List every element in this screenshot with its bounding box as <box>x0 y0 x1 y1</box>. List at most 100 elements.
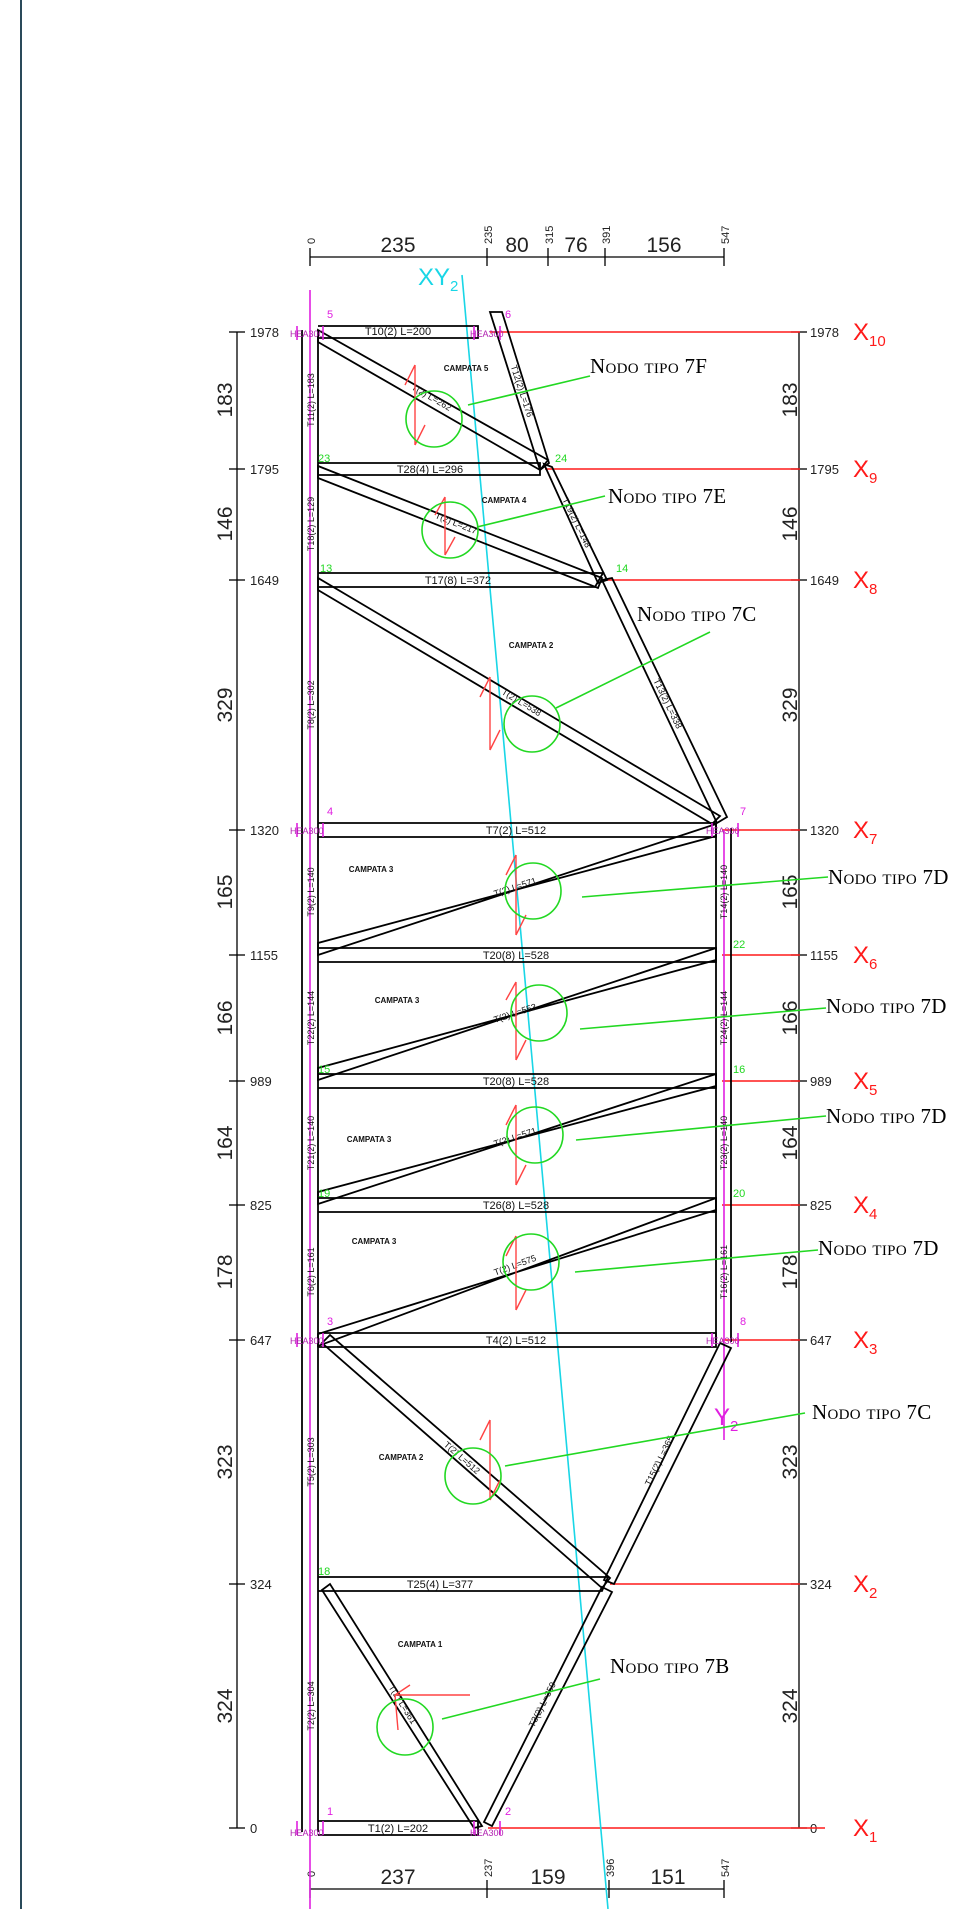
member-t9: T9(2) L=140 <box>306 867 316 916</box>
node-number-3: 3 <box>327 1316 333 1328</box>
truss-members <box>301 311 733 1836</box>
x-axis-lines <box>488 331 825 1829</box>
top-coord-1: 0 <box>306 238 318 244</box>
node-type-label-7d-1: Nodo tipo 7D <box>828 865 949 889</box>
node-circle-7c-top <box>503 695 561 753</box>
page-border <box>0 0 22 1909</box>
node-number-15: 15 <box>318 1064 330 1076</box>
right-level-1155: 1155 <box>810 948 838 963</box>
axis-label-x5: X5 <box>853 1068 877 1099</box>
node-number-14: 14 <box>616 563 628 575</box>
node-type-labels: Nodo tipo 7F Nodo tipo 7E Nodo tipo 7C N… <box>590 354 949 1678</box>
member-t15: T15(2) L=365 <box>643 1434 676 1487</box>
member-t4: T4(2) L=512 <box>486 1335 546 1347</box>
node-number-5: 5 <box>327 309 333 321</box>
member-t28: T28(4) L=296 <box>397 464 463 476</box>
member-d5: T(2) L=553 <box>492 1002 537 1025</box>
node-number-20: 20 <box>733 1188 745 1200</box>
node-type-label-7e: Nodo tipo 7E <box>608 484 726 508</box>
left-height-8: 323 <box>214 1444 237 1479</box>
campata-3-d: CAMPATA 3 <box>352 1237 397 1246</box>
support-marks <box>296 326 739 1835</box>
member-t23: T23(2) L=140 <box>719 1116 729 1170</box>
member-t8: T8(2) L=302 <box>306 680 316 729</box>
node-number-8: 8 <box>740 1316 746 1328</box>
right-dimension: 1978 1795 1649 1320 1155 989 825 647 324… <box>779 325 839 1836</box>
member-d4: T(2) L=571 <box>492 876 537 899</box>
node-type-label-7d-4: Nodo tipo 7D <box>818 1236 939 1260</box>
campata-3-c: CAMPATA 3 <box>347 1135 392 1144</box>
bottom-span-1: 237 <box>380 1866 415 1889</box>
right-level-1795: 1795 <box>810 462 839 477</box>
right-height-7: 178 <box>779 1254 802 1289</box>
axis-label-x4: X4 <box>853 1192 877 1223</box>
left-level-989: 989 <box>250 1074 272 1089</box>
left-level-1795: 1795 <box>250 462 279 477</box>
member-t14: T14(2) L=140 <box>719 865 729 919</box>
member-t25: T25(4) L=377 <box>407 1579 473 1591</box>
right-height-1: 183 <box>779 382 802 417</box>
left-level-825: 825 <box>250 1198 272 1213</box>
campata-2-bottom: CAMPATA 2 <box>379 1453 424 1462</box>
cyan-axis <box>461 274 609 1909</box>
top-span-2: 80 <box>505 234 528 257</box>
left-level-0: 0 <box>250 1821 257 1836</box>
right-height-8: 323 <box>779 1444 802 1479</box>
campata-labels: CAMPATA 5 CAMPATA 4 CAMPATA 2 CAMPATA 3 … <box>347 364 554 1649</box>
bottom-span-3: 151 <box>650 1866 685 1889</box>
member-d6: T(2) L=571 <box>492 1126 537 1149</box>
member-t10: T10(2) L=200 <box>365 326 431 338</box>
node-type-label-7c-bottom: Nodo tipo 7C <box>812 1400 932 1424</box>
right-height-5: 166 <box>779 1000 802 1035</box>
right-height-9: 324 <box>779 1688 802 1723</box>
axis-label-x3: X3 <box>853 1327 877 1358</box>
campata-2-top: CAMPATA 2 <box>509 641 554 650</box>
left-height-3: 329 <box>214 687 237 722</box>
node-number-18: 18 <box>318 1566 330 1578</box>
bottom-span-2: 159 <box>530 1866 565 1889</box>
left-level-1978: 1978 <box>250 325 279 340</box>
right-height-4: 165 <box>779 874 802 909</box>
member-t7: T7(2) L=512 <box>486 825 546 837</box>
support-label-6: HEA300 <box>470 329 504 339</box>
axis-label-x7: X7 <box>853 817 877 848</box>
left-height-6: 164 <box>214 1125 237 1160</box>
member-t6: T6(2) L=161 <box>306 1247 316 1296</box>
support-label-3: HEA300 <box>290 1336 324 1346</box>
node-type-label-7c-top: Nodo tipo 7C <box>637 602 757 626</box>
member-t20a: T20(8) L=528 <box>483 950 549 962</box>
member-t1: T1(2) L=202 <box>368 1823 428 1835</box>
node-type-label-7d-2: Nodo tipo 7D <box>826 994 947 1018</box>
node-number-16: 16 <box>733 1064 745 1076</box>
axis-label-y2: Y2 <box>714 1404 738 1435</box>
member-labels: T10(2) L=200 T28(4) L=296 T17(8) L=372 T… <box>306 326 729 1835</box>
support-label-7: HEA300 <box>706 826 740 836</box>
support-label-4: HEA300 <box>290 826 324 836</box>
node-number-6: 6 <box>505 309 511 321</box>
member-t18: T18(2) L=129 <box>306 497 316 551</box>
left-height-4: 165 <box>214 874 237 909</box>
node-circle-7d-4 <box>502 1233 560 1291</box>
bottom-coord-2: 237 <box>483 1859 495 1877</box>
member-d7: T(2) L=575 <box>492 1253 537 1278</box>
top-span-3: 76 <box>564 234 587 257</box>
left-level-1649: 1649 <box>250 573 279 588</box>
left-height-7: 178 <box>214 1254 237 1289</box>
left-level-1155: 1155 <box>250 948 278 963</box>
support-labels: HEA300 HEA300 HEA300 HEA300 HEA300 HEA30… <box>290 329 740 1838</box>
node-circle-7e <box>421 501 479 559</box>
node-circle-7f <box>405 390 463 448</box>
node-number-23: 23 <box>318 453 330 465</box>
node-circles <box>376 390 568 1756</box>
bottom-coord-4: 547 <box>720 1859 732 1877</box>
top-coord-4: 391 <box>601 226 613 244</box>
left-height-5: 166 <box>214 1000 237 1035</box>
campata-1: CAMPATA 1 <box>398 1640 443 1649</box>
node-circle-7c-bottom <box>444 1447 502 1505</box>
x-axis-labels: X10 X9 X8 X7 X6 X5 X4 X3 X2 X1 <box>853 319 886 1846</box>
top-coord-2: 235 <box>483 226 495 244</box>
support-label-1: HEA300 <box>290 1828 324 1838</box>
campata-4: CAMPATA 4 <box>482 496 527 505</box>
node-circle-7b <box>376 1698 434 1756</box>
